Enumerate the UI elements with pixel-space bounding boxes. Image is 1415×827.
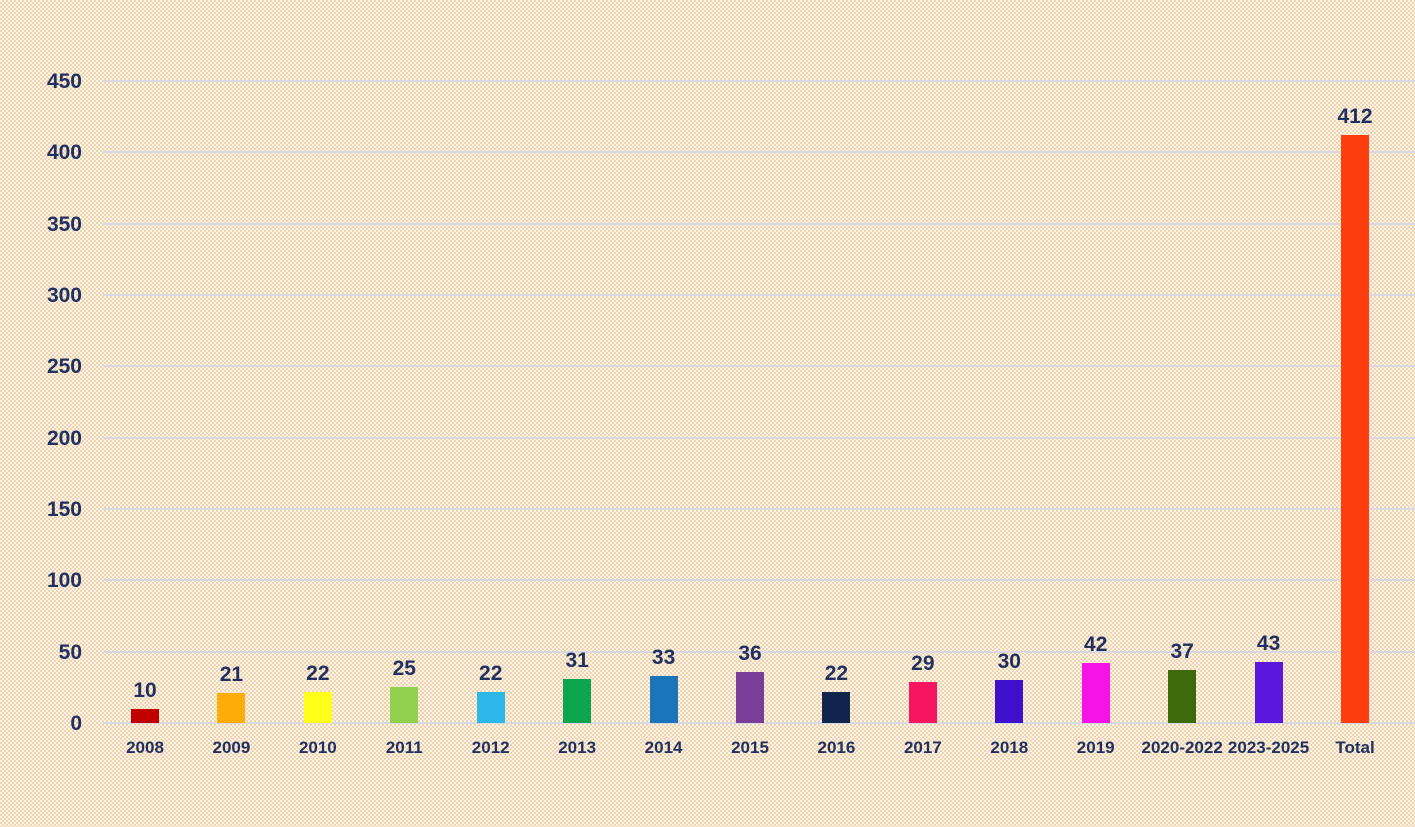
value-label-2012: 22 [479,661,503,685]
bar-2017 [908,681,937,723]
bar-2020-2022 [1168,670,1197,723]
gridline-350 [103,222,1415,225]
gridline-150 [103,508,1415,510]
x-axis-label-2023-2025: 2023-2025 [1227,738,1310,757]
value-label-2009: 21 [219,663,244,687]
x-axis-label-2019: 2019 [1076,738,1115,757]
y-axis-tick-label: 350 [46,212,82,236]
bar-2012 [476,691,505,723]
x-axis-label-2016: 2016 [817,738,856,757]
x-axis-label-2008: 2008 [126,738,164,757]
gridline-450 [103,80,1415,82]
value-label-2008: 10 [133,678,157,702]
value-label-2015: 36 [738,641,762,665]
x-axis-label-2017: 2017 [903,738,942,757]
value-label-total: 412 [1337,105,1373,129]
bar-total [1341,135,1370,723]
gridline-0 [103,722,1415,724]
bar-2016 [822,691,851,723]
bar-2011 [390,687,419,723]
x-axis-label-2020-2022: 2020-2022 [1141,738,1223,757]
value-label-2020-2022: 37 [1170,640,1194,664]
bar-2008 [131,708,159,723]
x-axis-label-2015: 2015 [731,738,769,757]
value-label-2011: 25 [392,657,416,681]
value-label-2018: 30 [997,650,1021,674]
gridline-250 [103,365,1415,368]
bar-2023-2025 [1254,661,1283,723]
x-axis-label-total: Total [1335,738,1375,757]
value-label-2013: 31 [565,648,589,672]
value-label-2016: 22 [824,661,849,685]
value-label-2017: 29 [911,651,935,675]
y-axis-tick-label: 400 [46,141,82,165]
gridline-300 [103,294,1415,296]
y-axis-tick-label: 450 [46,70,82,93]
x-axis-label-2012: 2012 [471,738,510,757]
x-axis-label-2013: 2013 [558,738,597,757]
y-axis-tick-label: 150 [46,498,82,521]
gridline-200 [103,436,1415,439]
bar-2013 [563,678,592,723]
x-axis-label-2018: 2018 [990,738,1029,757]
value-label-2010: 22 [306,661,330,685]
x-axis-label-2009: 2009 [212,738,251,757]
gridline-100 [103,579,1415,582]
x-axis-label-2014: 2014 [644,738,683,757]
value-label-2023-2025: 43 [1256,631,1281,655]
y-axis-tick-label: 50 [58,640,82,664]
bar-2014 [649,675,678,723]
gridline-400 [103,151,1415,154]
value-label-2014: 33 [651,645,676,669]
x-axis-label-2011: 2011 [385,738,423,757]
y-axis-tick-label: 250 [46,355,82,379]
y-axis-tick-label: 200 [46,426,82,450]
y-axis-tick-label: 300 [46,284,82,307]
gridline-50 [103,650,1415,653]
bar-2010 [303,691,332,723]
y-axis-tick-label: 100 [46,569,82,593]
bar-2015 [736,671,764,723]
value-label-2019: 42 [1084,633,1108,657]
bar-2019 [1081,663,1110,723]
bar-2018 [995,680,1024,723]
x-axis-label-2010: 2010 [298,738,337,757]
y-axis-tick-label: 0 [70,712,82,735]
bar-2009 [217,693,246,723]
